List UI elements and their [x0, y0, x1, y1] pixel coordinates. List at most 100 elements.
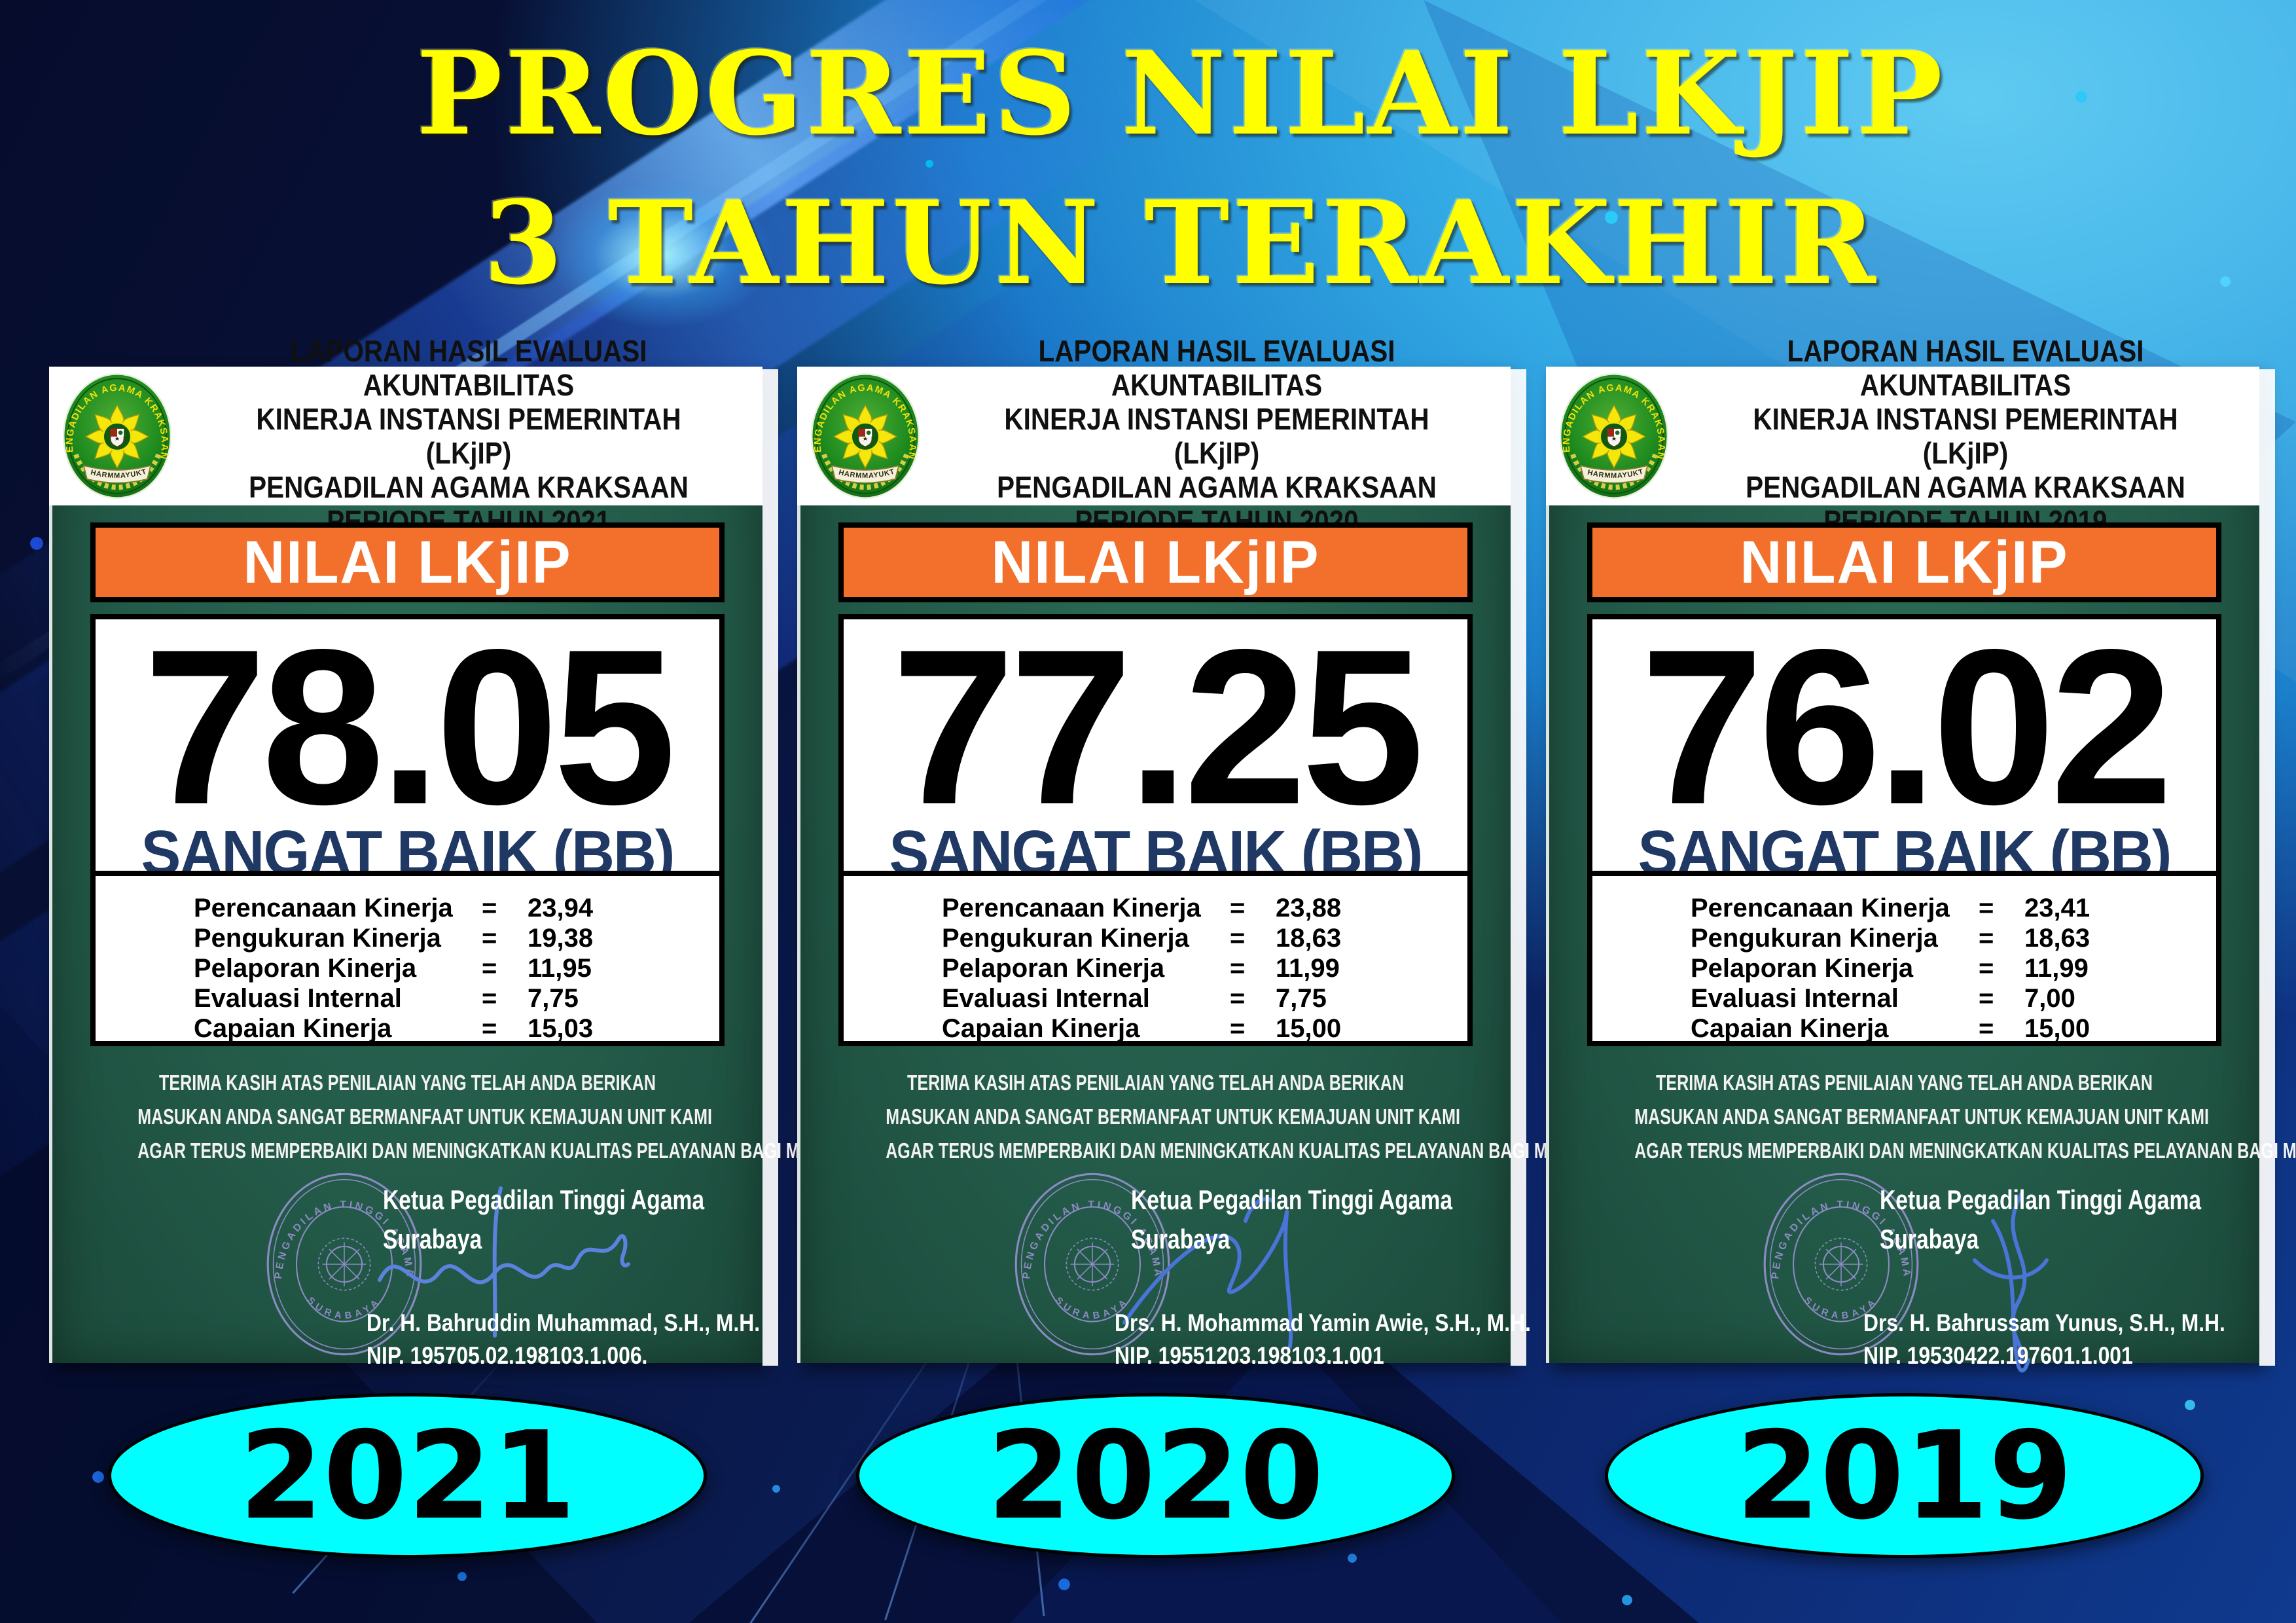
thanks-line: AGAR TERUS MEMPERBAIKI DAN MENINGKATKAN …	[1634, 1139, 2296, 1163]
breakdown-value: 7,75	[528, 984, 579, 1013]
signer-title-line: Ketua Pegadilan Tinggi Agama	[383, 1184, 705, 1215]
breakdown-row: Pengukuran Kinerja = 19,38	[194, 924, 719, 952]
header-line: LAPORAN HASIL EVALUASI AKUNTABILITAS	[290, 334, 647, 402]
signer-title-line: Surabaya	[383, 1224, 482, 1254]
score-breakdown: Perencanaan Kinerja = 23,94 Pengukuran K…	[90, 871, 725, 1046]
header-line: PENGADILAN AGAMA KRAKSAAN	[997, 470, 1437, 504]
breakdown-value: 15,00	[2024, 1014, 2090, 1043]
breakdown-label: Evaluasi Internal	[942, 984, 1150, 1013]
year-label: 2019	[1736, 1405, 2073, 1546]
breakdown-row: Pelaporan Kinerja = 11,99	[1691, 955, 2216, 982]
score-value: 78.05	[143, 603, 677, 850]
equals-sign: =	[1979, 954, 1994, 983]
breakdown-value: 15,03	[528, 1014, 594, 1043]
card-header: LAPORAN HASIL EVALUASI AKUNTABILITAS KIN…	[49, 334, 762, 538]
signer-title-line: Ketua Pegadilan Tinggi Agama	[1880, 1184, 2202, 1215]
score-box: 76.02 SANGAT BAIK (BB)	[1587, 603, 2221, 884]
breakdown-value: 11,99	[1276, 954, 1340, 983]
report-card-2019: LAPORAN HASIL EVALUASI AKUNTABILITAS KIN…	[1546, 334, 2296, 1373]
pengadilan-agama-kraksaan-logo-icon	[60, 372, 175, 500]
thanks-line: TERIMA KASIH ATAS PENILAIAN YANG TELAH A…	[907, 1070, 1404, 1095]
equals-sign: =	[1979, 924, 1994, 953]
breakdown-label: Pengukuran Kinerja	[194, 924, 441, 953]
score-value: 76.02	[1640, 603, 2174, 850]
breakdown-value: 23,94	[528, 894, 594, 922]
breakdown-row: Pelaporan Kinerja = 11,99	[942, 955, 1467, 982]
nilai-lkjip-banner: NILAI LKjIP	[1587, 522, 2221, 602]
breakdown-label: Capaian Kinerja	[194, 1014, 392, 1043]
breakdown-label: Evaluasi Internal	[194, 984, 402, 1013]
signer-title: Ketua Pegadilan Tinggi Agama Surabaya	[1880, 1180, 2201, 1259]
header-line: KINERJA INSTANSI PEMERINTAH (LKjIP)	[1753, 402, 2178, 470]
breakdown-row: Capaian Kinerja = 15,03	[194, 1015, 719, 1042]
breakdown-label: Pengukuran Kinerja	[1691, 924, 1938, 953]
signature-block: Ketua Pegadilan Tinggi Agama Surabaya Dr…	[800, 1175, 1531, 1369]
header-line: KINERJA INSTANSI PEMERINTAH (LKjIP)	[256, 402, 681, 470]
breakdown-label: Perencanaan Kinerja	[194, 894, 453, 922]
equals-sign: =	[482, 1014, 497, 1043]
banner-label: NILAI LKjIP	[1740, 528, 2069, 596]
header-line: PENGADILAN AGAMA KRAKSAAN	[249, 470, 689, 504]
thanks-text: TERIMA KASIH ATAS PENILAIAN YANG TELAH A…	[1634, 1066, 2296, 1168]
poster-title-line2: 3 TAHUN TERAKHIR	[483, 176, 1878, 310]
signer-name: Dr. H. Bahruddin Muhammad, S.H., M.H.	[367, 1309, 761, 1336]
nilai-lkjip-banner: NILAI LKjIP	[90, 522, 725, 602]
breakdown-row: Capaian Kinerja = 15,00	[1691, 1015, 2216, 1042]
equals-sign: =	[482, 894, 497, 922]
thanks-line: MASUKAN ANDA SANGAT BERMANFAAT UNTUK KEM…	[137, 1104, 712, 1129]
pengadilan-agama-kraksaan-logo-icon	[1556, 372, 1672, 500]
breakdown-label: Pengukuran Kinerja	[942, 924, 1189, 953]
signature-block: Ketua Pegadilan Tinggi Agama Surabaya Dr…	[52, 1175, 762, 1369]
header-line: LAPORAN HASIL EVALUASI AKUNTABILITAS	[1038, 334, 1395, 402]
poster-title-line1: PROGRES NILAI LKJIP	[416, 27, 1945, 161]
header-line: PENGADILAN AGAMA KRAKSAAN	[1746, 470, 2185, 504]
year-badge-2021: 2021	[108, 1393, 707, 1558]
thanks-line: TERIMA KASIH ATAS PENILAIAN YANG TELAH A…	[159, 1070, 656, 1095]
breakdown-row: Evaluasi Internal = 7,00	[1691, 985, 2216, 1012]
breakdown-row: Pengukuran Kinerja = 18,63	[942, 924, 1467, 952]
breakdown-row: Pengukuran Kinerja = 18,63	[1691, 924, 2216, 952]
poster-title: PROGRES NILAI LKJIP 3 TAHUN TERAKHIR	[65, 20, 2296, 318]
signature-scribble-icon	[378, 1186, 630, 1338]
equals-sign: =	[1230, 954, 1246, 983]
card-header-text: LAPORAN HASIL EVALUASI AKUNTABILITAS KIN…	[958, 334, 1475, 538]
score-breakdown: Perencanaan Kinerja = 23,41 Pengukuran K…	[1587, 871, 2221, 1046]
equals-sign: =	[1230, 894, 1246, 922]
banner-label: NILAI LKjIP	[991, 528, 1320, 596]
breakdown-row: Perencanaan Kinerja = 23,41	[1691, 894, 2216, 922]
report-card-2021: LAPORAN HASIL EVALUASI AKUNTABILITAS KIN…	[49, 334, 888, 1369]
equals-sign: =	[1979, 1014, 1994, 1043]
breakdown-value: 11,99	[2024, 954, 2089, 983]
thanks-line: AGAR TERUS MEMPERBAIKI DAN MENINGKATKAN …	[886, 1139, 1636, 1163]
breakdown-row: Pelaporan Kinerja = 11,95	[194, 955, 719, 982]
breakdown-label: Perencanaan Kinerja	[1691, 894, 1950, 922]
equals-sign: =	[482, 924, 497, 953]
signature-scribble-icon	[1973, 1192, 2049, 1373]
year-badge-2020: 2020	[856, 1393, 1455, 1558]
banner-label: NILAI LKjIP	[243, 528, 572, 596]
report-card-2020: LAPORAN HASIL EVALUASI AKUNTABILITAS KIN…	[797, 334, 1636, 1369]
signer-nip: NIP. 19530422.197601.1.001	[1863, 1342, 2133, 1369]
equals-sign: =	[1230, 1014, 1246, 1043]
breakdown-value: 23,41	[2024, 894, 2090, 922]
equals-sign: =	[1230, 924, 1246, 953]
breakdown-value: 19,38	[528, 924, 594, 953]
header-line: KINERJA INSTANSI PEMERINTAH (LKjIP)	[1004, 402, 1429, 470]
breakdown-row: Perencanaan Kinerja = 23,94	[194, 894, 719, 922]
signer-nip: NIP. 195705.02.198103.1.006.	[367, 1342, 648, 1369]
equals-sign: =	[482, 984, 497, 1013]
breakdown-label: Pelaporan Kinerja	[1691, 954, 1914, 983]
breakdown-label: Pelaporan Kinerja	[942, 954, 1165, 983]
breakdown-label: Perencanaan Kinerja	[942, 894, 1201, 922]
score-box: 78.05 SANGAT BAIK (BB)	[90, 603, 725, 884]
signer-title: Ketua Pegadilan Tinggi Agama Surabaya	[1131, 1180, 1452, 1259]
signer-title-line: Surabaya	[1131, 1224, 1230, 1254]
breakdown-value: 15,00	[1276, 1014, 1342, 1043]
signer-name: Drs. H. Bahrussam Yunus, S.H., M.H.	[1863, 1309, 2225, 1336]
signer-title-line: Ketua Pegadilan Tinggi Agama	[1131, 1184, 1453, 1215]
breakdown-label: Capaian Kinerja	[942, 1014, 1140, 1043]
thanks-line: AGAR TERUS MEMPERBAIKI DAN MENINGKATKAN …	[137, 1139, 888, 1163]
signature-block: Ketua Pegadilan Tinggi Agama Surabaya Dr…	[1549, 1175, 2259, 1373]
thanks-line: TERIMA KASIH ATAS PENILAIAN YANG TELAH A…	[1656, 1070, 2153, 1095]
